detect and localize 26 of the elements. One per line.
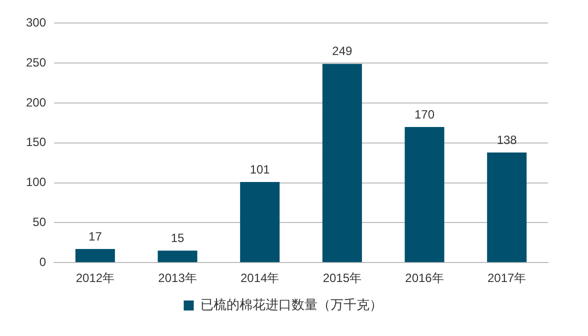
data-label: 249 [332,44,353,58]
x-tick-label: 2013年 [158,271,197,286]
bar [322,64,362,262]
bar [404,126,444,262]
x-tick-label: 2017年 [487,271,526,286]
y-tick-label: 300 [26,16,46,30]
y-tick-label: 0 [39,254,46,269]
data-label: 138 [496,132,518,147]
y-tick-label: 200 [26,95,46,110]
bar [240,182,280,262]
y-tick-label: 100 [26,175,46,190]
y-tick-label: 50 [32,215,46,230]
data-label: 15 [170,230,185,245]
y-tick-label: 250 [26,55,46,70]
legend-label: 已梳的棉花进口数量（万千克） [200,297,382,312]
bar [158,250,198,262]
y-tick-label: 150 [26,135,46,150]
x-tick-label: 2012年 [76,271,115,286]
x-tick-label: 2014年 [240,271,280,286]
x-tick-label: 2016年 [405,271,444,286]
data-label: 17 [88,229,102,244]
bar [75,249,115,262]
x-tick-label: 2015年 [322,271,362,286]
bar [487,152,527,262]
data-label: 101 [250,162,270,176]
data-label: 170 [414,107,435,122]
